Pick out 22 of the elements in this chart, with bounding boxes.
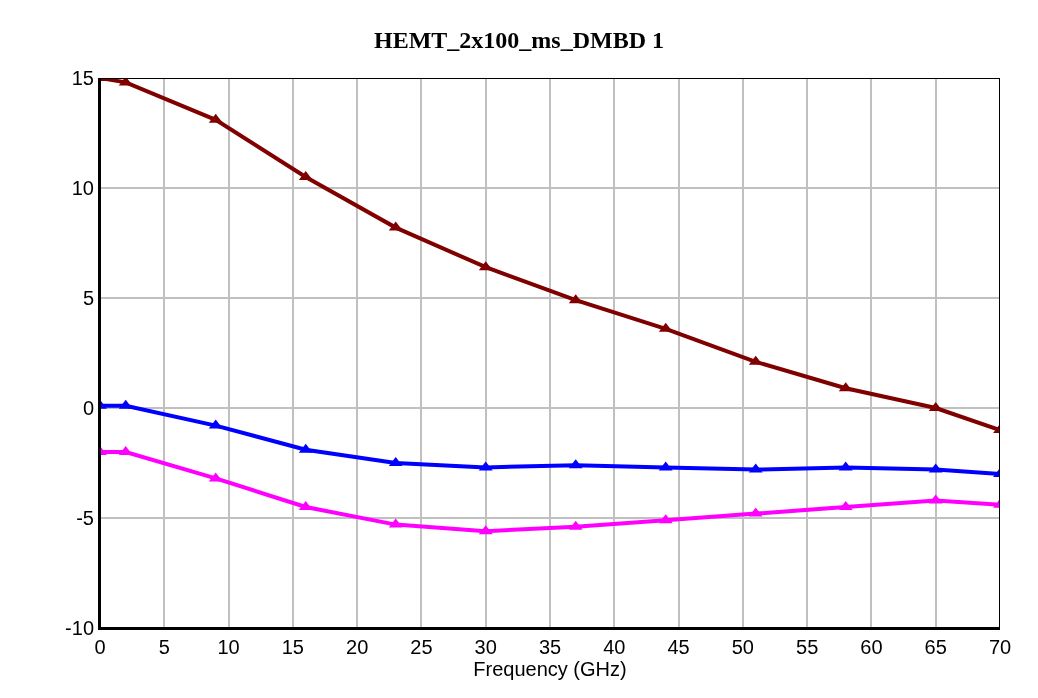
x-tick-label: 65 <box>924 636 947 658</box>
x-tick-label: 20 <box>346 636 369 658</box>
x-tick-label: 5 <box>158 636 170 658</box>
x-tick-label: 30 <box>474 636 497 658</box>
x-tick-label: 55 <box>796 636 819 658</box>
chart-title: HEMT_2x100_ms_DMBD 1 <box>374 27 664 54</box>
x-tick-label: 50 <box>731 636 754 658</box>
x-tick-label: 25 <box>410 636 433 658</box>
y-tick-label: 10 <box>71 177 94 199</box>
y-tick-label: 0 <box>82 397 94 419</box>
y-tick-label: -5 <box>76 507 94 529</box>
y-tick-label: 15 <box>71 67 94 89</box>
x-tick-label: 15 <box>281 636 304 658</box>
x-tick-label: 45 <box>667 636 690 658</box>
x-tick-label: 35 <box>538 636 562 658</box>
x-tick-label: 70 <box>988 636 1012 658</box>
y-tick-label: -10 <box>65 617 94 639</box>
x-tick-label: 60 <box>860 636 883 658</box>
x-tick-label: 40 <box>603 636 626 658</box>
x-tick-label: 10 <box>217 636 240 658</box>
x-axis-title: Frequency (GHz) <box>473 658 627 680</box>
y-tick-label: 5 <box>82 287 94 309</box>
